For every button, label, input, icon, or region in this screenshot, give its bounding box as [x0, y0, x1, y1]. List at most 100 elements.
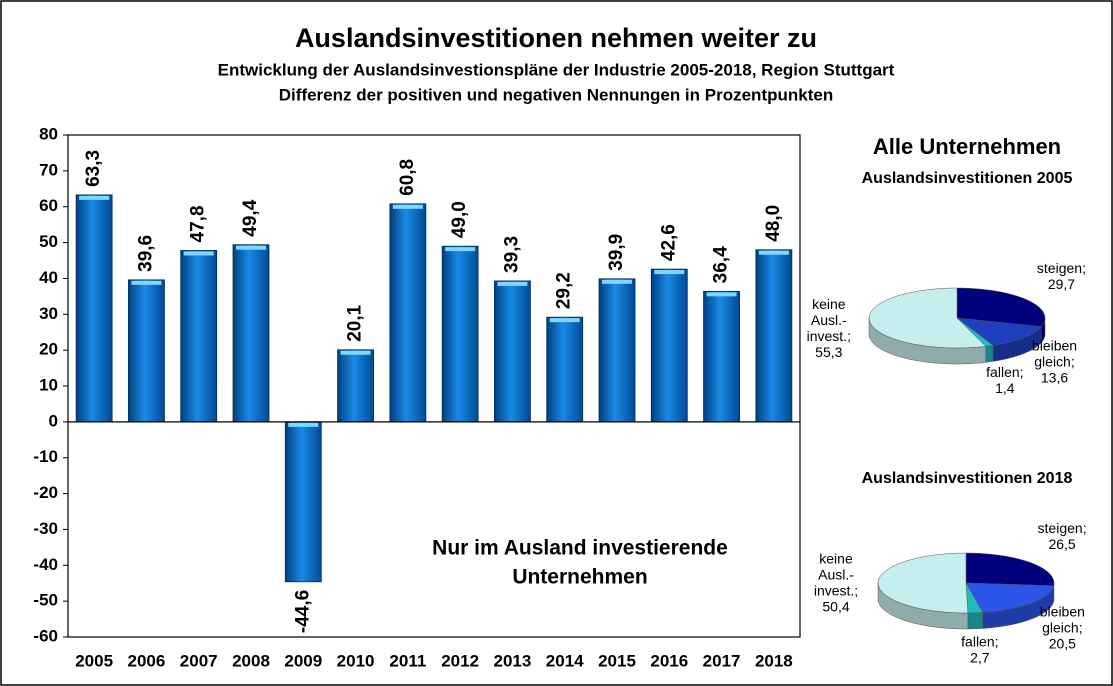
bar: [337, 349, 374, 423]
subtitle: Entwicklung der Auslandsinvestionspläne …: [218, 60, 895, 79]
slice-label: gleich;: [1034, 354, 1074, 370]
bar: [494, 280, 531, 423]
value-label: 63,3: [83, 150, 104, 187]
value-label: 60,8: [397, 159, 418, 196]
slice-value: 29,7: [1048, 276, 1075, 292]
pie-slice: [868, 287, 987, 349]
value-label: 29,2: [554, 272, 575, 309]
pie-slice: [956, 317, 994, 347]
slice-value: 20,5: [1049, 635, 1076, 651]
bar-cap: [758, 250, 789, 255]
slice-label: steigen;: [1037, 260, 1086, 276]
x-tick-label: 2016: [650, 651, 688, 670]
bar: [598, 278, 636, 423]
pie-slice: [877, 552, 969, 614]
slice-label: bleiben: [1040, 603, 1085, 619]
value-label: 39,6: [135, 235, 156, 272]
pie-subtitle: Auslandsinvestitionen 2005: [862, 170, 1073, 187]
slice-label: steigen;: [1038, 520, 1087, 536]
bar-cap: [288, 422, 319, 427]
slice-value: 55,3: [815, 344, 842, 360]
value-label: 39,9: [606, 234, 627, 271]
x-tick-label: 2013: [494, 651, 532, 670]
y-tick-label: 40: [39, 268, 58, 287]
pie-slice: [956, 287, 1046, 327]
pie-subtitle: Auslandsinvestitionen 2018: [862, 470, 1073, 487]
bar-cap: [654, 270, 685, 275]
pie-side: [967, 612, 983, 630]
x-tick-label: 2006: [128, 651, 166, 670]
subtitle: Differenz der positiven und negativen Ne…: [279, 85, 833, 104]
value-label: -44,6: [292, 590, 313, 633]
y-tick-label: -20: [33, 483, 58, 502]
slice-label: fallen;: [986, 364, 1023, 380]
slice-value: 1,4: [995, 380, 1015, 396]
y-tick-label: 10: [39, 375, 58, 394]
bar-cap: [497, 281, 528, 286]
slice-label: invest.;: [814, 582, 858, 598]
bar-cap: [602, 279, 632, 284]
value-label: 49,4: [240, 199, 261, 236]
y-tick-label: -40: [33, 555, 58, 574]
slice-value: 26,5: [1048, 536, 1075, 552]
bar: [128, 279, 165, 423]
pie-slice: [965, 582, 1054, 613]
bar: [441, 245, 479, 423]
x-tick-label: 2015: [598, 651, 636, 670]
bar-cap: [236, 245, 266, 250]
x-tick-label: 2017: [703, 651, 741, 670]
x-tick-label: 2010: [337, 651, 375, 670]
value-label: 49,0: [449, 201, 470, 238]
value-label: 47,8: [188, 205, 209, 242]
slice-value: 13,6: [1041, 370, 1068, 386]
x-tick-label: 2007: [180, 651, 218, 670]
y-tick-label: 80: [39, 124, 58, 143]
bar: [75, 194, 113, 423]
bar-cap: [445, 247, 476, 252]
pie-slice: [965, 582, 984, 614]
pie-title: Alle Unternehmen: [873, 134, 1061, 159]
bar-cap: [392, 204, 423, 209]
slice-label: fallen;: [961, 633, 998, 649]
slice-label: Ausl.-: [811, 312, 847, 328]
x-tick-label: 2005: [75, 651, 113, 670]
annotation: Unternehmen: [512, 566, 647, 589]
slice-label: bleiben: [1032, 338, 1077, 354]
bar-cap: [183, 251, 214, 256]
value-label: 36,4: [711, 246, 732, 283]
y-tick-label: -10: [33, 447, 58, 466]
bar: [284, 421, 322, 583]
slice-label: gleich;: [1042, 619, 1082, 635]
slice-label: invest.;: [807, 328, 851, 344]
chart-title: Auslandsinvestitionen nehmen weiter zu: [295, 23, 817, 53]
pie-side: [985, 345, 994, 363]
value-label: 20,1: [345, 304, 366, 341]
value-label: 39,3: [501, 236, 522, 273]
y-tick-label: -50: [33, 591, 58, 610]
slice-value: 50,4: [822, 598, 849, 614]
bar: [755, 249, 793, 423]
y-tick-label: 0: [49, 411, 58, 430]
y-tick-label: 20: [39, 340, 58, 359]
bar: [180, 250, 218, 423]
bar-cap: [549, 318, 580, 323]
bar-cap: [79, 195, 110, 200]
bar-cap: [131, 280, 162, 285]
y-tick-label: 70: [39, 160, 58, 179]
x-tick-label: 2008: [232, 651, 270, 670]
x-tick-label: 2012: [441, 651, 479, 670]
bar-cap: [706, 292, 737, 297]
x-tick-label: 2009: [284, 651, 322, 670]
slice-label: Ausl.-: [818, 566, 854, 582]
bar-cap: [340, 350, 371, 355]
pie-slice: [956, 317, 1042, 346]
bar: [546, 316, 584, 423]
value-label: 42,6: [658, 224, 679, 261]
x-tick-label: 2018: [755, 651, 793, 670]
y-tick-label: 30: [39, 304, 58, 323]
slice-value: 2,7: [970, 649, 990, 665]
y-tick-label: -30: [33, 519, 58, 538]
bar: [232, 244, 270, 423]
bar: [650, 268, 688, 423]
